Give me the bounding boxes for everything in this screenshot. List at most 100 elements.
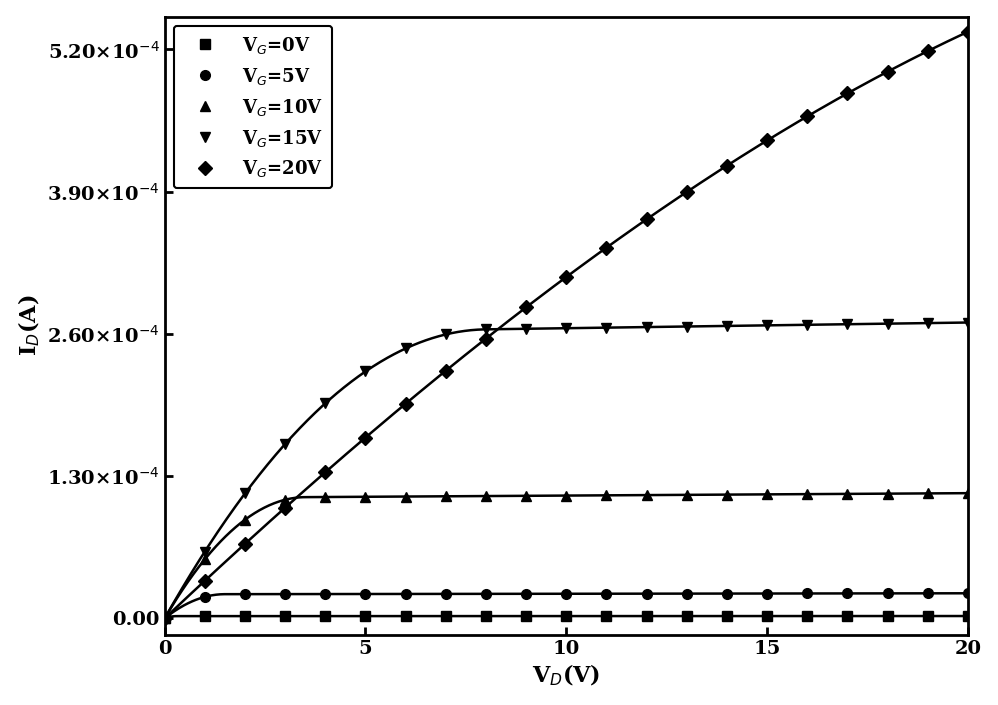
- V$_{G}$=15V: [240, 489, 251, 498]
- V$_{G}$=5V: [279, 590, 291, 599]
- V$_{G}$=10V: [520, 491, 532, 500]
- V$_{G}$=15V: [761, 321, 773, 330]
- V$_{G}$=20V: [520, 303, 532, 312]
- V$_{G}$=15V: [159, 614, 171, 623]
- V$_{G}$=10V: [681, 491, 693, 499]
- V$_{G}$=0V: [159, 614, 171, 623]
- V$_{G}$=0V: [480, 612, 492, 620]
- V$_{G}$=5V: [199, 593, 211, 601]
- V$_{G}$=20V: [199, 577, 211, 585]
- V$_{G}$=20V: [641, 215, 653, 223]
- V$_{G}$=20V: [399, 400, 411, 408]
- V$_{G}$=10V: [199, 555, 211, 563]
- V$_{G}$=20V: [240, 539, 251, 548]
- V$_{G}$=0V: [881, 612, 893, 620]
- V$_{G}$=5V: [319, 590, 331, 599]
- V$_{G}$=0V: [641, 612, 653, 620]
- V$_{G}$=10V: [319, 493, 331, 501]
- Line: V$_{G}$=20V: V$_{G}$=20V: [160, 27, 973, 623]
- V$_{G}$=10V: [159, 614, 171, 623]
- V$_{G}$=10V: [601, 491, 613, 500]
- V$_{G}$=20V: [761, 136, 773, 145]
- V$_{G}$=20V: [319, 468, 331, 477]
- V$_{G}$=20V: [922, 47, 934, 56]
- V$_{G}$=10V: [560, 491, 572, 500]
- V$_{G}$=20V: [440, 367, 452, 375]
- V$_{G}$=15V: [641, 323, 653, 331]
- V$_{G}$=15V: [279, 440, 291, 448]
- V$_{G}$=0V: [279, 612, 291, 620]
- V$_{G}$=0V: [801, 612, 813, 620]
- V$_{G}$=10V: [279, 496, 291, 504]
- V$_{G}$=0V: [681, 612, 693, 620]
- V$_{G}$=10V: [721, 491, 733, 499]
- Line: V$_{G}$=10V: V$_{G}$=10V: [160, 489, 973, 623]
- Line: V$_{G}$=5V: V$_{G}$=5V: [160, 589, 973, 623]
- V$_{G}$=5V: [520, 589, 532, 598]
- V$_{G}$=5V: [240, 590, 251, 599]
- V$_{G}$=10V: [359, 493, 371, 501]
- V$_{G}$=5V: [841, 589, 853, 598]
- V$_{G}$=5V: [359, 590, 371, 599]
- V$_{G}$=5V: [440, 589, 452, 598]
- V$_{G}$=0V: [841, 612, 853, 620]
- Line: V$_{G}$=15V: V$_{G}$=15V: [160, 318, 973, 623]
- V$_{G}$=10V: [881, 489, 893, 498]
- Y-axis label: I$_{D}$(A): I$_{D}$(A): [17, 295, 42, 357]
- V$_{G}$=10V: [240, 515, 251, 524]
- V$_{G}$=0V: [962, 612, 974, 620]
- V$_{G}$=15V: [520, 324, 532, 333]
- V$_{G}$=20V: [801, 112, 813, 121]
- V$_{G}$=20V: [841, 90, 853, 98]
- V$_{G}$=15V: [199, 547, 211, 556]
- V$_{G}$=5V: [159, 614, 171, 623]
- V$_{G}$=20V: [560, 273, 572, 281]
- V$_{G}$=10V: [399, 492, 411, 501]
- V$_{G}$=15V: [801, 321, 813, 329]
- V$_{G}$=20V: [159, 614, 171, 623]
- V$_{G}$=20V: [681, 188, 693, 196]
- V$_{G}$=0V: [319, 612, 331, 620]
- V$_{G}$=15V: [962, 318, 974, 326]
- X-axis label: V$_{D}$(V): V$_{D}$(V): [532, 663, 601, 688]
- V$_{G}$=20V: [601, 243, 613, 252]
- V$_{G}$=10V: [962, 489, 974, 498]
- V$_{G}$=5V: [480, 589, 492, 598]
- V$_{G}$=15V: [681, 322, 693, 331]
- V$_{G}$=10V: [801, 490, 813, 498]
- V$_{G}$=10V: [922, 489, 934, 498]
- V$_{G}$=0V: [520, 612, 532, 620]
- V$_{G}$=20V: [881, 68, 893, 76]
- V$_{G}$=5V: [962, 589, 974, 598]
- V$_{G}$=15V: [319, 399, 331, 407]
- V$_{G}$=10V: [440, 492, 452, 501]
- V$_{G}$=0V: [721, 612, 733, 620]
- V$_{G}$=10V: [761, 490, 773, 498]
- V$_{G}$=15V: [601, 324, 613, 332]
- Legend: V$_{G}$=0V, V$_{G}$=5V, V$_{G}$=10V, V$_{G}$=15V, V$_{G}$=20V: V$_{G}$=0V, V$_{G}$=5V, V$_{G}$=10V, V$_…: [174, 25, 332, 188]
- V$_{G}$=15V: [480, 325, 492, 333]
- Line: V$_{G}$=0V: V$_{G}$=0V: [160, 611, 973, 623]
- V$_{G}$=5V: [641, 589, 653, 598]
- V$_{G}$=5V: [399, 589, 411, 598]
- V$_{G}$=15V: [399, 344, 411, 352]
- V$_{G}$=20V: [721, 161, 733, 170]
- V$_{G}$=15V: [560, 324, 572, 333]
- V$_{G}$=5V: [922, 589, 934, 598]
- V$_{G}$=15V: [881, 319, 893, 328]
- V$_{G}$=0V: [601, 612, 613, 620]
- V$_{G}$=0V: [560, 612, 572, 620]
- V$_{G}$=5V: [721, 589, 733, 598]
- V$_{G}$=20V: [480, 334, 492, 343]
- V$_{G}$=5V: [560, 589, 572, 598]
- V$_{G}$=20V: [359, 434, 371, 442]
- V$_{G}$=5V: [761, 589, 773, 598]
- V$_{G}$=15V: [721, 321, 733, 330]
- V$_{G}$=5V: [681, 589, 693, 598]
- V$_{G}$=15V: [922, 319, 934, 327]
- V$_{G}$=0V: [761, 612, 773, 620]
- V$_{G}$=20V: [279, 503, 291, 512]
- V$_{G}$=20V: [962, 27, 974, 36]
- V$_{G}$=0V: [359, 612, 371, 620]
- V$_{G}$=10V: [480, 492, 492, 501]
